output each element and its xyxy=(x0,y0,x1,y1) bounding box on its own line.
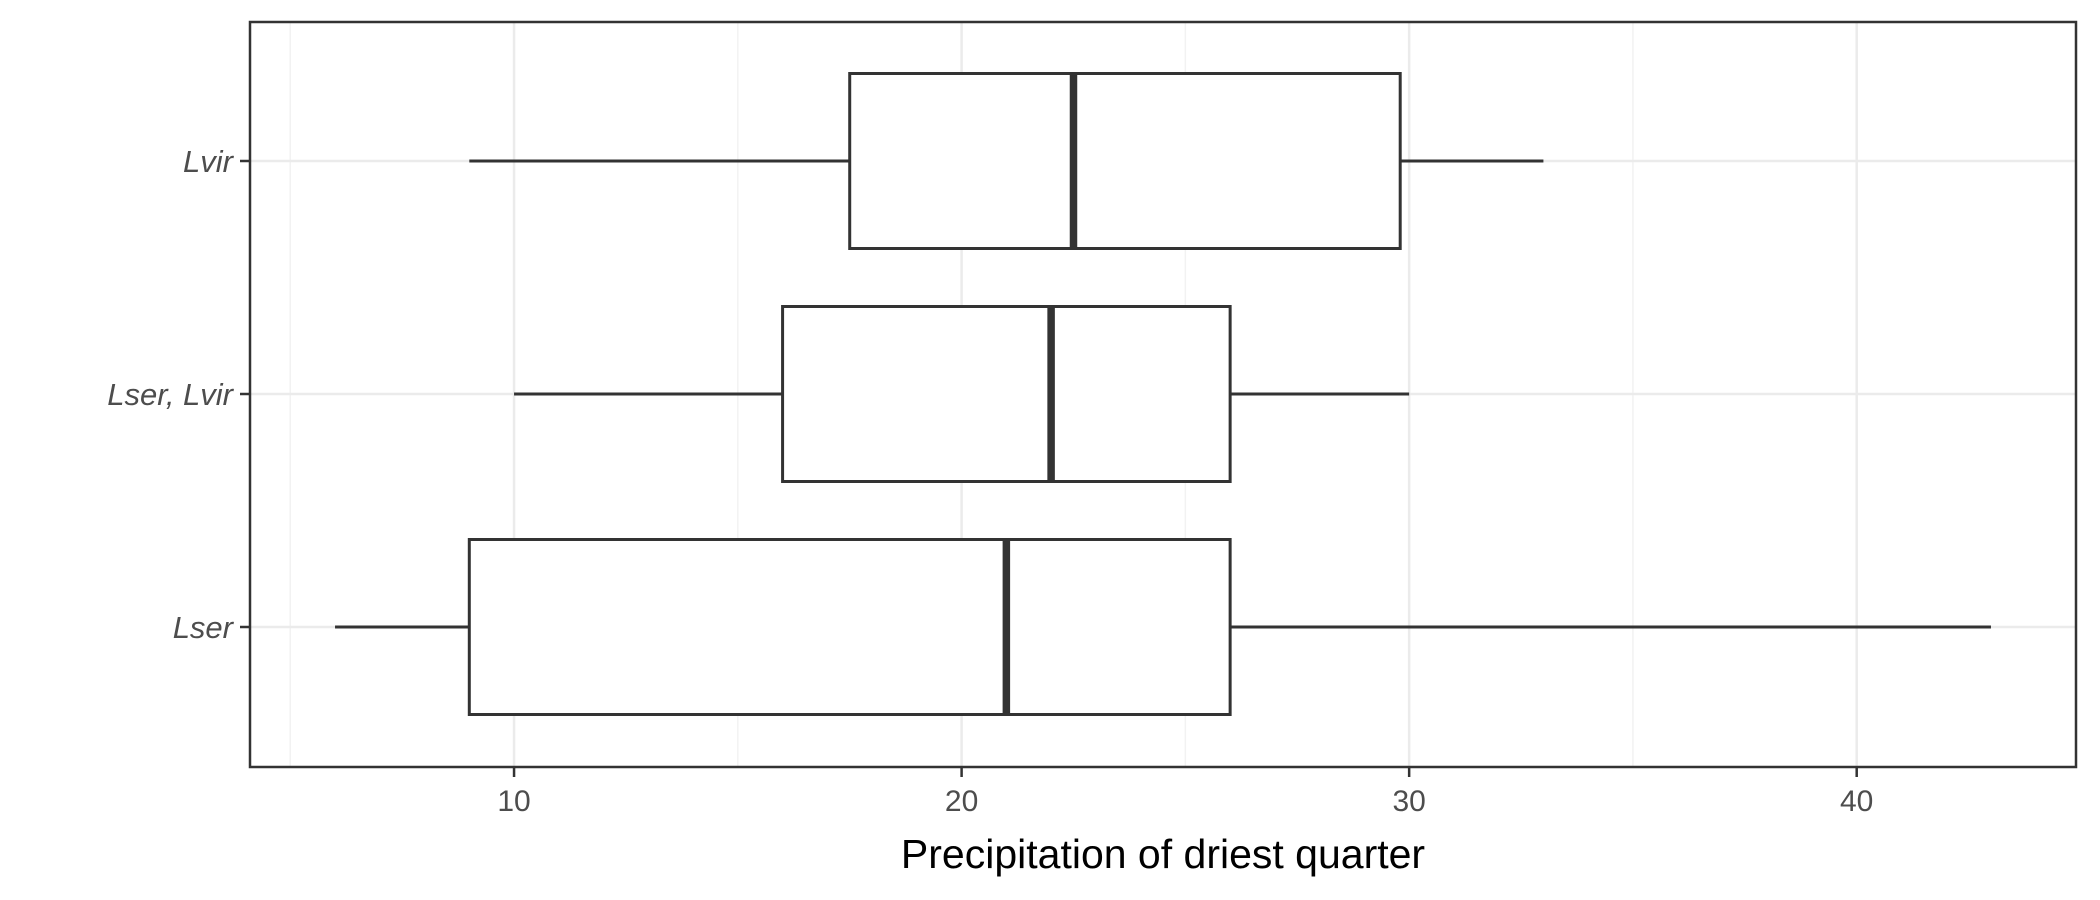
box-iqr xyxy=(467,538,1232,716)
x-tick-label: 10 xyxy=(497,785,530,818)
x-axis: 10 20 30 40 xyxy=(497,767,1873,818)
box-iqr xyxy=(848,72,1402,250)
y-tick-label: Lser xyxy=(173,610,235,645)
box-group xyxy=(514,305,1410,483)
y-axis: Lser Lser, Lvir Lvir xyxy=(107,144,250,645)
x-axis-title: Precipitation of driest quarter xyxy=(901,831,1425,877)
boxplot-series xyxy=(335,72,1991,716)
box-iqr xyxy=(781,305,1232,483)
x-tick-label: 20 xyxy=(945,785,978,818)
box-group xyxy=(335,538,1991,716)
y-tick-label: Lvir xyxy=(183,144,235,179)
box-group xyxy=(469,72,1544,250)
x-tick-label: 30 xyxy=(1392,785,1425,818)
x-tick-label: 40 xyxy=(1840,785,1873,818)
y-tick-label: Lser, Lvir xyxy=(107,377,234,412)
